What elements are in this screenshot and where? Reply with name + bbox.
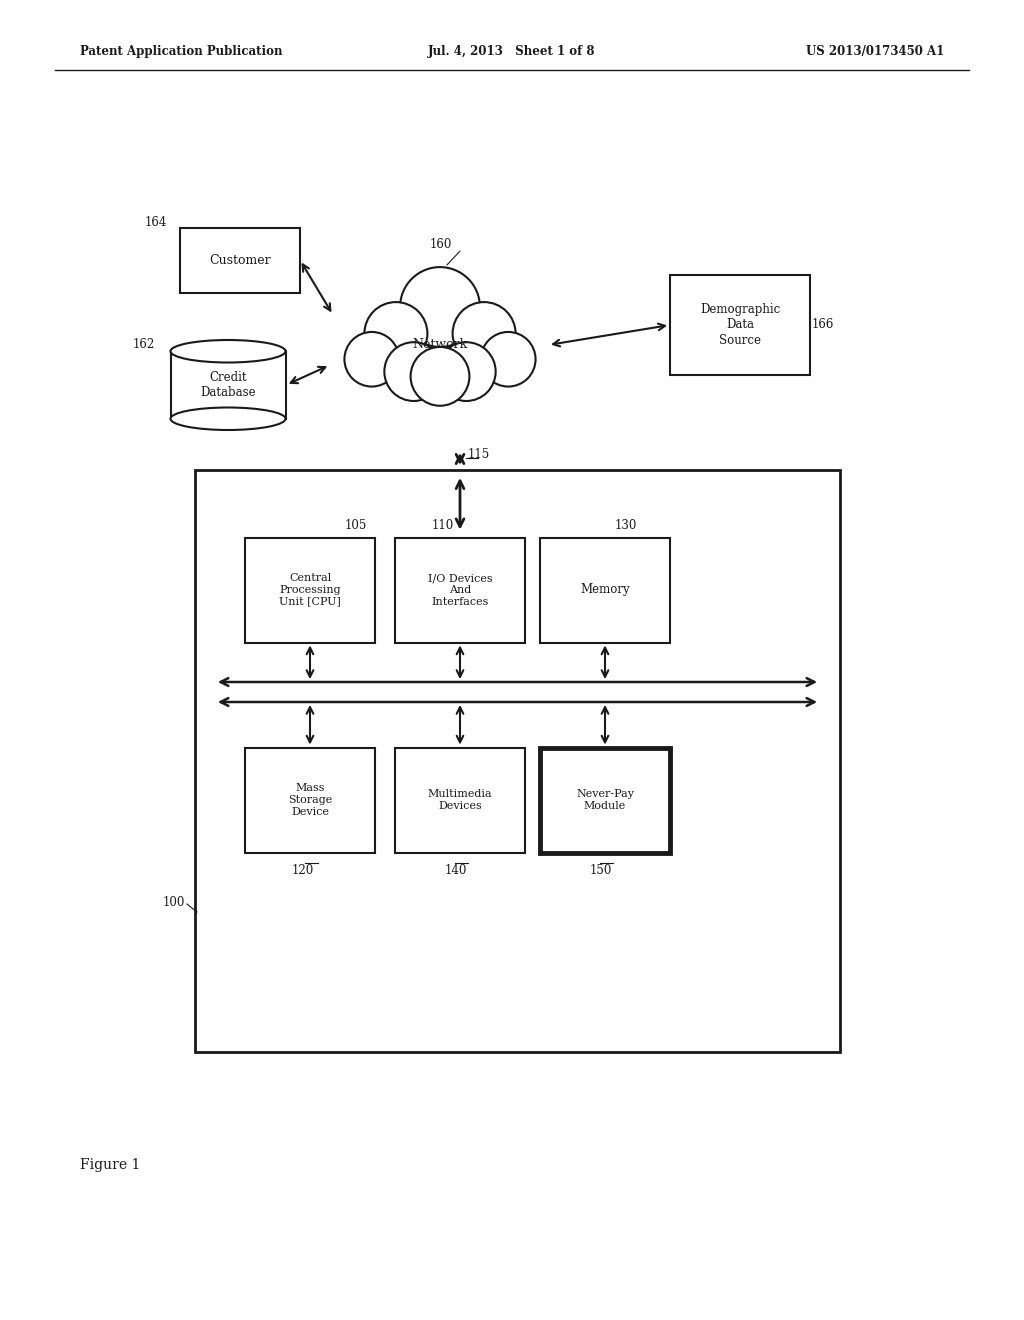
Bar [245,747,375,853]
Text: 130: 130 [615,519,637,532]
Circle shape [481,331,536,387]
Bar [395,747,525,853]
Bar [670,275,810,375]
Text: Customer: Customer [209,253,270,267]
Bar [395,537,525,643]
Ellipse shape [171,408,286,430]
Circle shape [344,331,399,387]
Text: Never-Pay
Module: Never-Pay Module [575,789,634,810]
Text: Memory: Memory [581,583,630,597]
Text: Multimedia
Devices: Multimedia Devices [428,789,493,810]
Text: 166: 166 [812,318,835,331]
Bar [540,537,670,643]
Text: 160: 160 [430,239,453,252]
Text: 150: 150 [590,865,612,876]
Text: Figure 1: Figure 1 [80,1158,140,1172]
Circle shape [453,302,516,366]
Text: 162: 162 [133,338,156,351]
Text: 120: 120 [292,865,314,876]
Text: 100: 100 [163,895,185,908]
Circle shape [400,267,480,347]
Text: 164: 164 [145,215,167,228]
Text: 115: 115 [468,449,490,462]
Text: I/O Devices
And
Interfaces: I/O Devices And Interfaces [428,573,493,607]
Text: Demographic
Data
Source: Demographic Data Source [699,304,780,346]
Text: Jul. 4, 2013   Sheet 1 of 8: Jul. 4, 2013 Sheet 1 of 8 [428,45,596,58]
Bar [180,227,300,293]
Text: 110: 110 [432,519,455,532]
Bar [195,470,840,1052]
Text: 105: 105 [345,519,368,532]
Text: Credit
Database: Credit Database [200,371,256,399]
Text: Central
Processing
Unit [CPU]: Central Processing Unit [CPU] [280,573,341,607]
Text: 140: 140 [445,865,467,876]
Circle shape [411,347,469,405]
Circle shape [365,302,427,366]
Bar [171,351,286,418]
Text: US 2013/0173450 A1: US 2013/0173450 A1 [806,45,944,58]
Text: Patent Application Publication: Patent Application Publication [80,45,283,58]
Circle shape [384,342,443,401]
Bar [245,537,375,643]
Text: Mass
Storage
Device: Mass Storage Device [288,783,332,817]
Ellipse shape [171,341,286,363]
Circle shape [437,342,496,401]
Text: Network: Network [413,338,468,351]
Bar [540,747,670,853]
